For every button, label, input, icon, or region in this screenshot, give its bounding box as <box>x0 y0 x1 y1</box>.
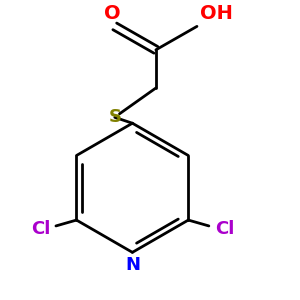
Text: Cl: Cl <box>31 220 50 238</box>
Text: OH: OH <box>200 4 233 23</box>
Text: O: O <box>103 4 120 23</box>
Text: N: N <box>125 256 140 274</box>
Text: S: S <box>108 108 121 126</box>
Text: Cl: Cl <box>215 220 234 238</box>
